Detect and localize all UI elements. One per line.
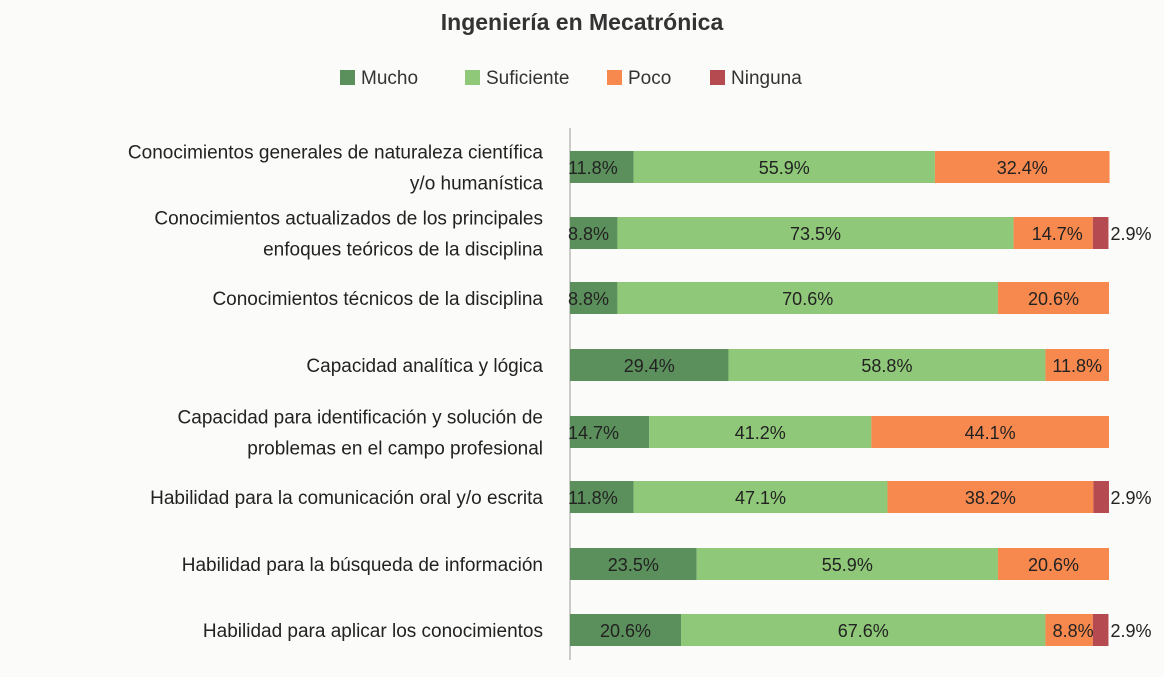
legend-label-suficiente: Suficiente — [486, 68, 569, 89]
bar-mucho — [570, 481, 634, 513]
data-label: 2.9% — [1110, 488, 1151, 508]
data-label: 14.7% — [568, 423, 619, 443]
bar-mucho — [570, 151, 634, 183]
data-label: 55.9% — [822, 555, 873, 575]
bar-poco — [1013, 217, 1093, 249]
legend: Mucho Suficiente Poco Ninguna — [340, 68, 802, 89]
category-label: Habilidad para aplicar los conocimientos — [203, 621, 543, 642]
category-label: Conocimientos actualizados de los princi… — [154, 209, 543, 261]
bar-suficiente — [633, 151, 935, 183]
bar-poco — [887, 481, 1094, 513]
bars: 11.8% 55.9% 32.4% 8.8% 73.5% 14.7% 2.9% 8.8% 70.… — [568, 151, 1152, 646]
data-label: 55.9% — [759, 158, 810, 178]
category-label: Habilidad para la búsqueda de informació… — [182, 555, 543, 576]
category-label: Habilidad para la comunicación oral y/o … — [150, 488, 543, 509]
bar-suficiente — [617, 217, 1014, 249]
legend-swatch-poco — [607, 70, 622, 85]
data-label: 2.9% — [1110, 621, 1151, 641]
legend-swatch-suficiente — [465, 70, 480, 85]
data-label: 20.6% — [1028, 289, 1079, 309]
data-label: 67.6% — [838, 621, 889, 641]
bar-mucho — [570, 282, 618, 314]
data-label: 20.6% — [600, 621, 651, 641]
data-label: 32.4% — [997, 158, 1048, 178]
data-label: 23.5% — [608, 555, 659, 575]
bar-poco — [871, 416, 1109, 448]
data-label: 38.2% — [965, 488, 1016, 508]
data-label: 47.1% — [735, 488, 786, 508]
data-label: 11.8% — [568, 488, 618, 508]
bar-suficiente — [649, 416, 872, 448]
bar-mucho — [570, 614, 682, 646]
legend-label-ninguna: Ninguna — [731, 68, 802, 89]
bar-poco — [1045, 614, 1093, 646]
data-label: 73.5% — [790, 224, 841, 244]
legend-label-poco: Poco — [628, 68, 671, 89]
data-label: 8.8% — [568, 224, 609, 244]
bar-suficiente — [728, 349, 1046, 381]
category-label: Capacidad para identificación y solución… — [178, 408, 543, 460]
data-label: 8.8% — [568, 289, 609, 309]
bar-poco — [997, 282, 1109, 314]
data-label: 44.1% — [965, 423, 1016, 443]
data-label: 70.6% — [782, 289, 833, 309]
category-label: Conocimientos técnicos de la disciplina — [212, 289, 543, 310]
data-label: 11.8% — [568, 158, 618, 178]
data-label: 20.6% — [1028, 555, 1079, 575]
data-label: 11.8% — [1052, 356, 1102, 376]
legend-swatch-mucho — [340, 70, 355, 85]
data-label: 8.8% — [1053, 621, 1094, 641]
data-label: 29.4% — [624, 356, 675, 376]
bar-ninguna — [1092, 217, 1109, 249]
bar-suficiente — [681, 614, 1046, 646]
bar-mucho — [570, 548, 697, 580]
data-label: 41.2% — [735, 423, 786, 443]
bar-poco — [997, 548, 1109, 580]
bar-suficiente — [696, 548, 998, 580]
data-label: 58.8% — [861, 356, 912, 376]
bar-mucho — [570, 416, 650, 448]
legend-label-mucho: Mucho — [361, 68, 418, 89]
data-label: 2.9% — [1110, 224, 1151, 244]
bar-ninguna — [1092, 614, 1109, 646]
legend-swatch-ninguna — [710, 70, 725, 85]
bar-mucho — [570, 217, 618, 249]
category-labels: Conocimientos generales de naturaleza ci… — [128, 143, 544, 643]
bar-suficiente — [633, 481, 888, 513]
bar-poco — [934, 151, 1110, 183]
bar-ninguna — [1093, 481, 1109, 513]
category-label: Conocimientos generales de naturaleza ci… — [128, 143, 544, 195]
bar-suficiente — [617, 282, 998, 314]
bar-mucho — [570, 349, 729, 381]
bar-poco — [1045, 349, 1109, 381]
chart-title: Ingeniería en Mecatrónica — [441, 9, 724, 35]
data-label: 14.7% — [1032, 224, 1083, 244]
category-label: Capacidad analítica y lógica — [306, 356, 543, 377]
